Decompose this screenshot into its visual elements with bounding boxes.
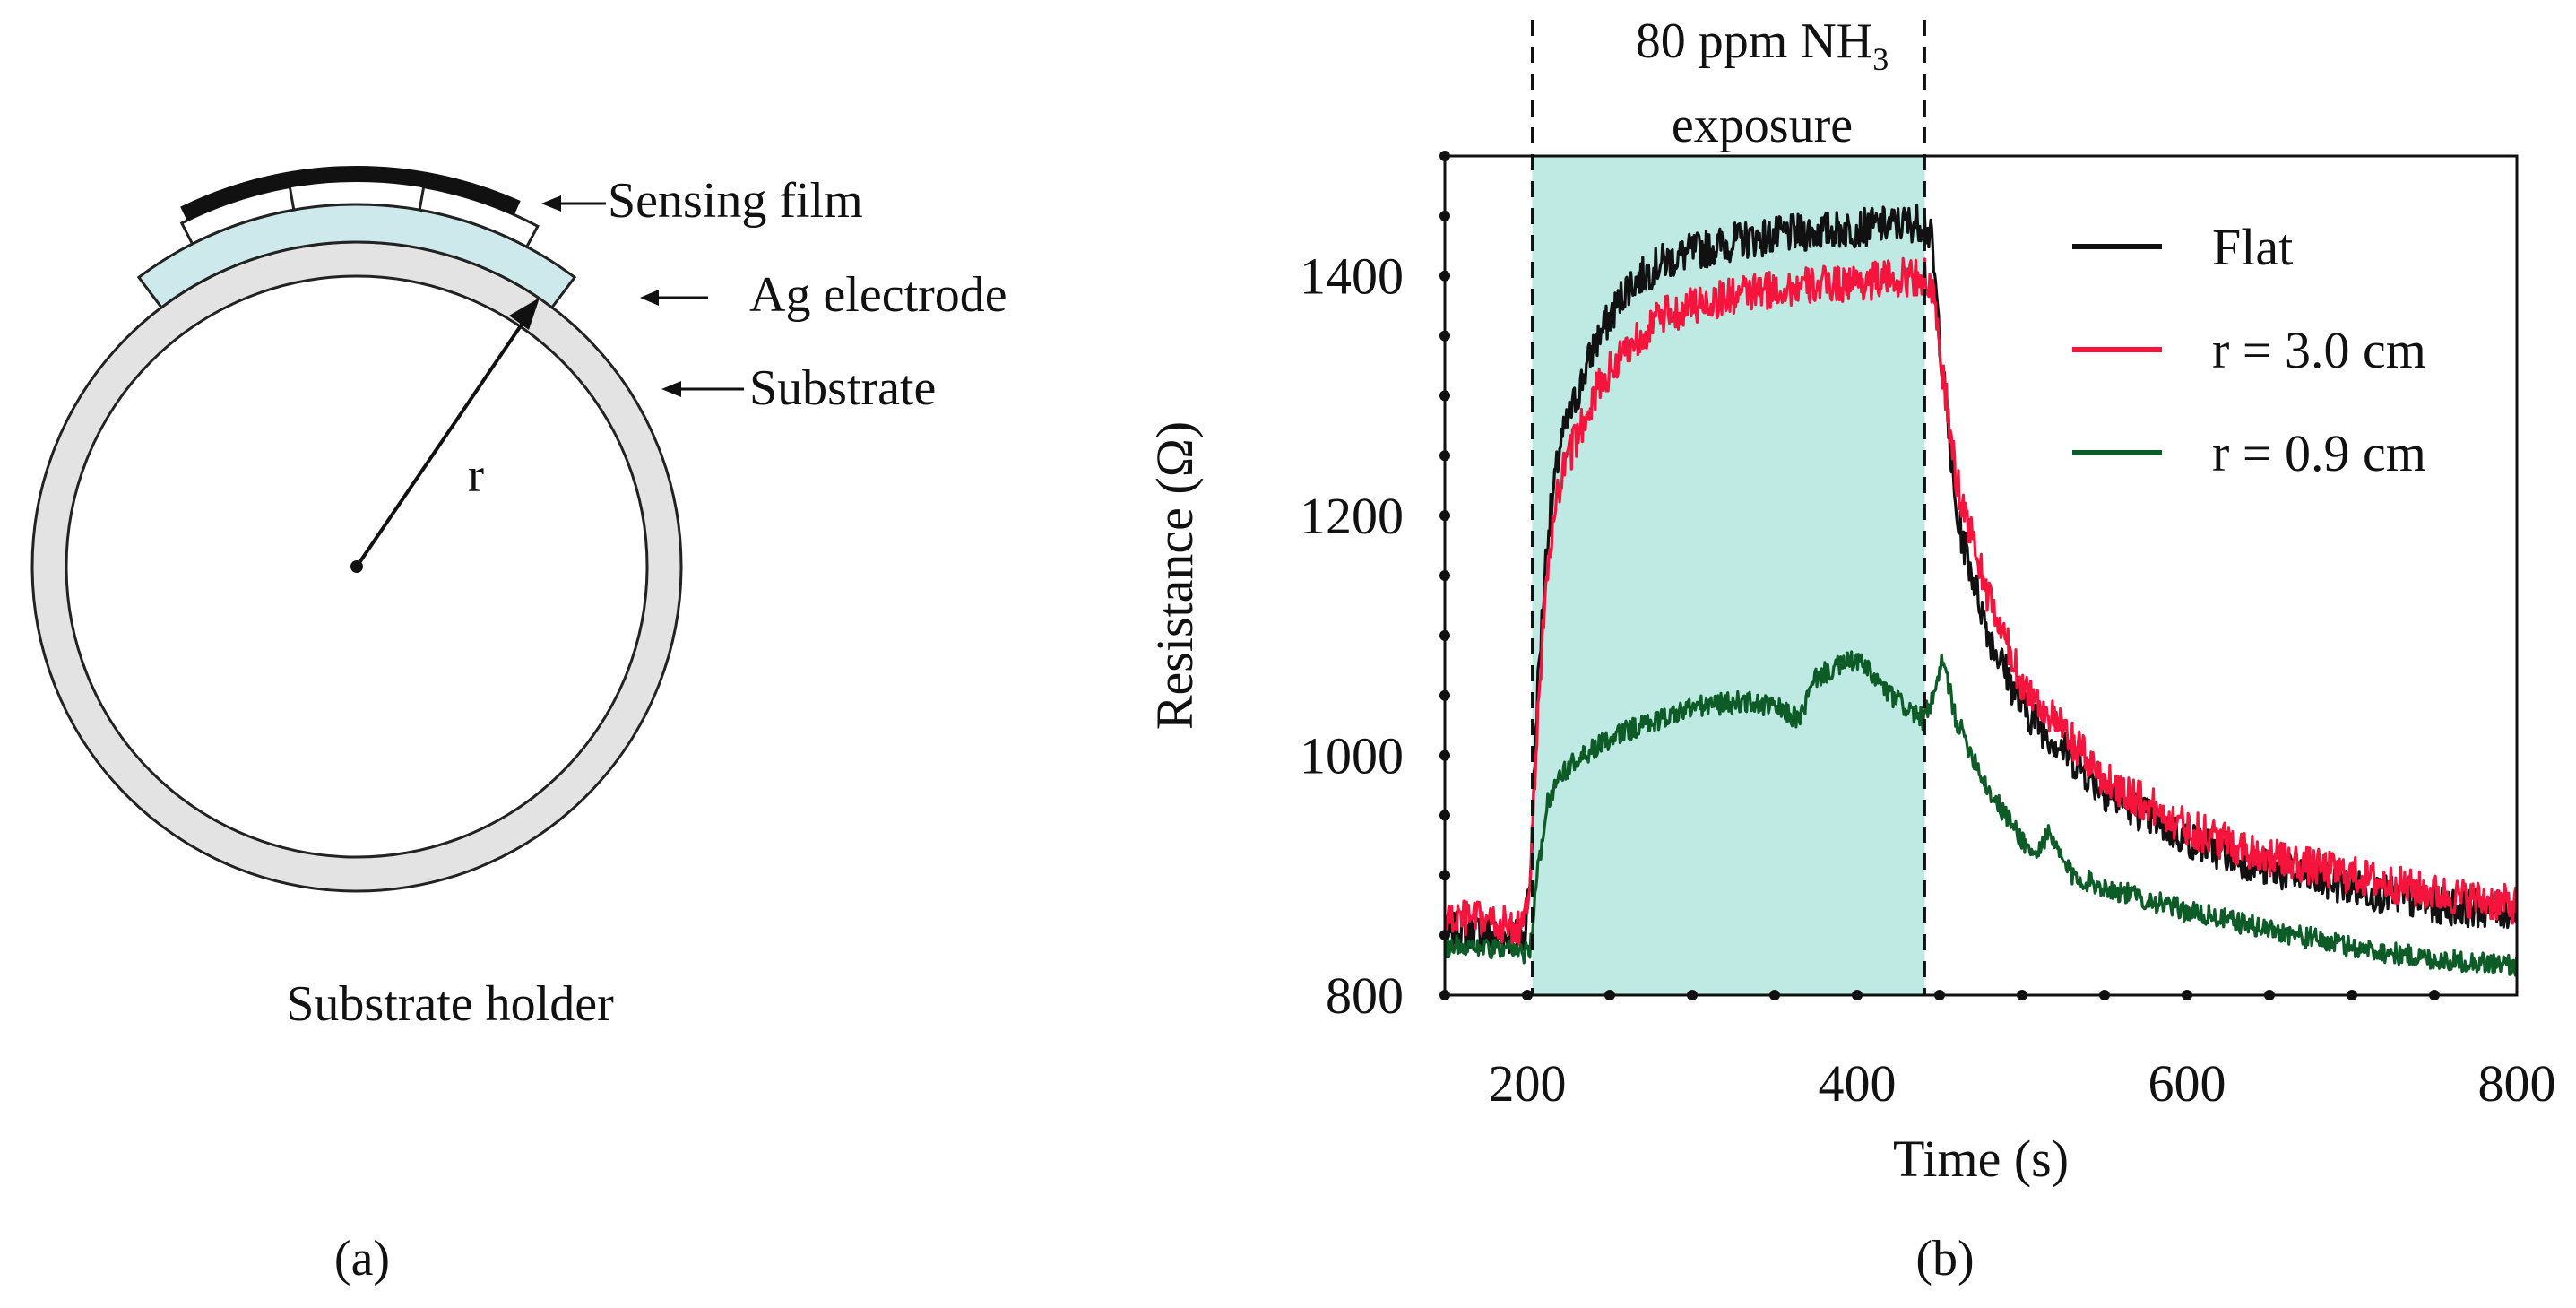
y-tick-mark xyxy=(1439,930,1450,941)
y-tick-label-800: 800 xyxy=(1326,966,1404,1025)
radius-label: r xyxy=(468,448,484,502)
y-tick-mark xyxy=(1439,390,1450,402)
x-tick-label-800: 800 xyxy=(2478,1054,2556,1113)
series-line-0 xyxy=(1443,204,2519,955)
radius-line xyxy=(355,317,527,568)
x-tick-mark xyxy=(2264,990,2275,1000)
x-axis-ticks: 200 400 600 800 xyxy=(1489,990,2556,1113)
x-tick-mark xyxy=(1934,990,1945,1000)
legend-label-0: Flat xyxy=(2212,218,2293,276)
y-tick-mark xyxy=(1439,450,1450,462)
exposure-label-line2: exposure xyxy=(1672,98,1853,153)
x-tick-label-200: 200 xyxy=(1489,1054,1567,1113)
electrode-callout-arrowhead xyxy=(640,290,659,306)
x-tick-mark xyxy=(1852,990,1863,1000)
y-tick-mark xyxy=(1439,270,1450,282)
schematic-panel: r Sensing film Ag electrode Substrate Su… xyxy=(30,166,1007,1286)
y-tick-label-1400: 1400 xyxy=(1300,247,1404,306)
y-tick-mark xyxy=(1439,330,1450,342)
ag-electrode-label: Ag electrode xyxy=(749,267,1007,323)
x-tick-label-600: 600 xyxy=(2148,1054,2226,1113)
y-tick-mark xyxy=(1439,210,1450,221)
exposure-label-line1: 80 ppm NH3 xyxy=(1636,13,1889,77)
panel-a-caption: (a) xyxy=(334,1231,390,1286)
x-tick-mark xyxy=(1522,990,1533,1000)
y-tick-mark xyxy=(1439,629,1450,641)
panel-b-caption: (b) xyxy=(1915,1231,1974,1286)
y-tick-mark xyxy=(1439,570,1450,581)
y-axis-ticks: 800 1000 1200 1400 xyxy=(1300,151,1450,1025)
y-tick-mark xyxy=(1439,151,1450,161)
y-tick-mark xyxy=(1439,990,1450,1000)
series-layer xyxy=(1443,204,2519,977)
y-tick-mark xyxy=(1439,689,1450,701)
substrate-callout-arrowhead xyxy=(661,381,681,397)
x-tick-mark xyxy=(1769,990,1780,1000)
exposure-label-prefix: 80 ppm NH xyxy=(1636,13,1872,69)
y-axis-label: Resistance (Ω) xyxy=(1145,421,1204,730)
x-axis-label: Time (s) xyxy=(1893,1130,2069,1188)
x-tick-mark xyxy=(2099,990,2110,1000)
x-tick-mark xyxy=(2017,990,2027,1000)
x-tick-mark xyxy=(2347,990,2357,1000)
center-point xyxy=(350,560,363,573)
y-tick-mark xyxy=(1439,810,1450,821)
x-tick-mark xyxy=(1604,990,1615,1000)
x-tick-mark xyxy=(2182,990,2192,1000)
x-tick-mark xyxy=(1687,990,1698,1000)
x-tick-label-400: 400 xyxy=(1819,1054,1897,1113)
y-tick-label-1200: 1200 xyxy=(1300,487,1404,545)
series-line-1 xyxy=(1443,256,2519,947)
y-tick-mark xyxy=(1439,870,1450,881)
exposure-label-subscript: 3 xyxy=(1872,41,1889,77)
resistance-chart: 80 ppm NH3 exposure 200 400 600 800 800 1000… xyxy=(1145,13,2556,1286)
y-tick-mark xyxy=(1439,510,1450,522)
y-tick-label-1000: 1000 xyxy=(1300,727,1404,785)
sensing-film-label: Sensing film xyxy=(608,173,863,229)
substrate-label: Substrate xyxy=(749,360,936,416)
legend-label-2: r = 0.9 cm xyxy=(2212,424,2426,482)
x-tick-mark xyxy=(2429,990,2440,1000)
radius-arrowhead xyxy=(509,298,540,330)
y-tick-mark xyxy=(1439,749,1450,761)
legend: Flat r = 3.0 cm r = 0.9 cm xyxy=(2072,218,2426,482)
series-line-2 xyxy=(1443,650,2519,977)
sensing-film xyxy=(180,166,521,221)
legend-label-1: r = 3.0 cm xyxy=(2212,321,2426,379)
film-callout-arrowhead xyxy=(541,195,561,212)
substrate-holder-label: Substrate holder xyxy=(286,976,614,1032)
